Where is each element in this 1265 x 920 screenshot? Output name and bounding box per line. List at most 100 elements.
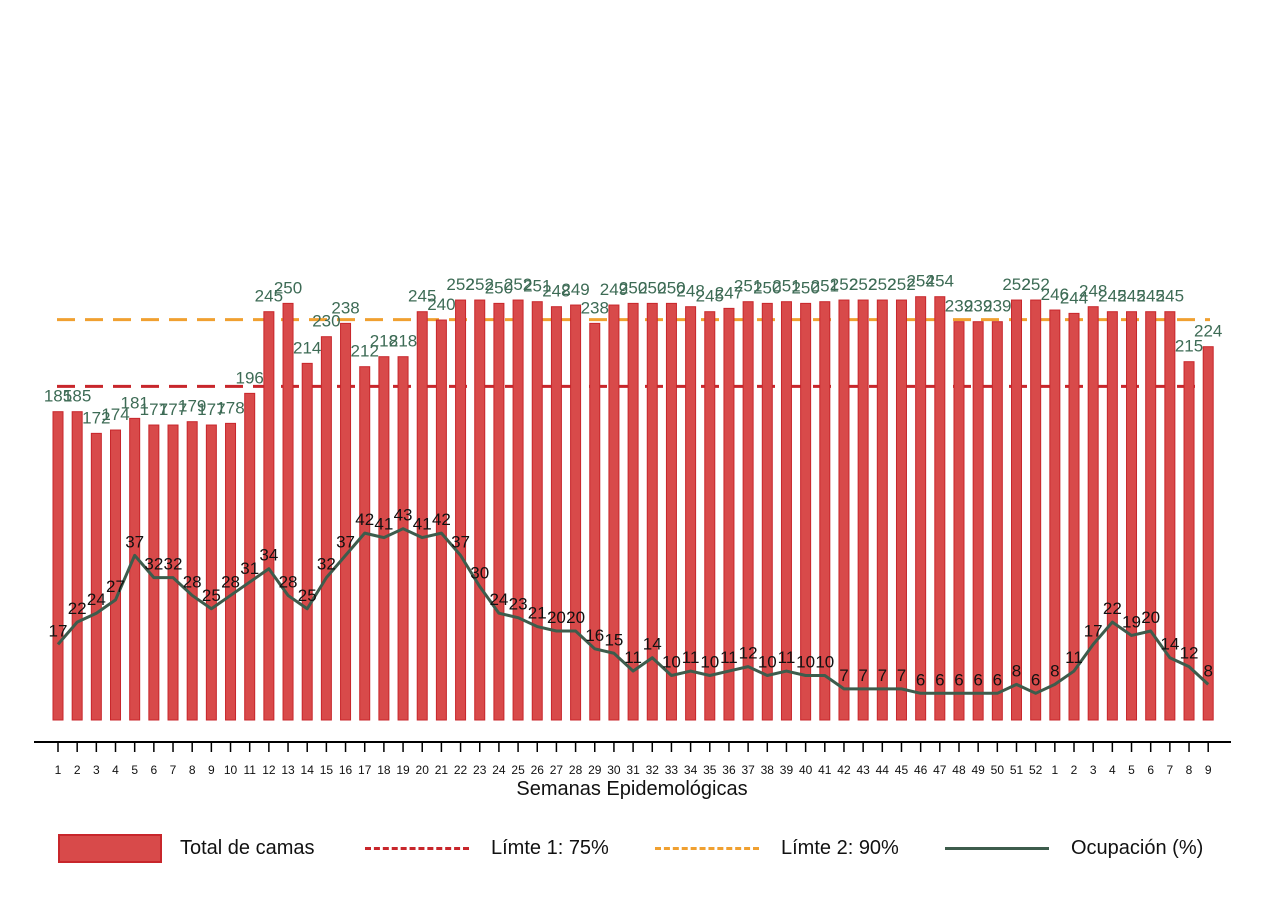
occupancy-label-11: 31 — [240, 559, 259, 578]
bar-43 — [857, 299, 869, 721]
bar-15 — [320, 336, 332, 721]
bar-label-29: 238 — [581, 298, 609, 317]
occupancy-label-57: 19 — [1122, 612, 1141, 631]
occupancy-label-55: 17 — [1084, 621, 1103, 640]
bar-label-44: 252 — [868, 275, 896, 294]
bar-7 — [167, 424, 179, 721]
bar-20 — [416, 311, 428, 721]
bar-label-50: 239 — [983, 297, 1011, 316]
x-tick-label-42: 42 — [837, 763, 851, 777]
occupancy-label-31: 11 — [624, 648, 642, 667]
x-tick-label-60: 8 — [1186, 763, 1193, 777]
legend-swatch-bar — [58, 833, 162, 863]
bar-13 — [282, 302, 294, 721]
bar-57 — [1126, 311, 1138, 721]
occupancy-label-56: 22 — [1103, 599, 1122, 618]
occupancy-label-44: 7 — [878, 666, 887, 685]
bar-label-28: 249 — [561, 280, 589, 299]
chart: 1 2 3 4 5 6 7 8 9 10 11 12 13 14 15 16 17 18 19 20 21 22 23 24 2… — [34, 272, 1231, 800]
bar-37 — [742, 301, 754, 721]
bar-22 — [455, 299, 467, 721]
x-tick-label-59: 7 — [1167, 763, 1174, 777]
occupancy-label-18: 41 — [374, 515, 393, 534]
occupancy-label-1: 17 — [49, 621, 68, 640]
occupancy-label-43: 7 — [858, 666, 867, 685]
x-tick-label-26: 26 — [531, 763, 545, 777]
bar-56 — [1106, 311, 1118, 721]
bar-4 — [110, 429, 122, 721]
bar-label-16: 238 — [331, 298, 359, 317]
x-tick-label-19: 19 — [396, 763, 410, 777]
bar-label-58: 245 — [1137, 287, 1165, 306]
bar-data-labels: 1851851721741811771771791771781962452502… — [44, 272, 1223, 428]
x-tick-label-40: 40 — [799, 763, 813, 777]
occupancy-label-34: 11 — [682, 648, 700, 667]
x-tick-label-20: 20 — [416, 763, 430, 777]
bar-label-54: 244 — [1060, 288, 1088, 307]
x-tick-label-8: 8 — [189, 763, 196, 777]
bar-label-61: 224 — [1194, 322, 1222, 341]
occupancy-label-42: 7 — [839, 666, 848, 685]
bar-label-10: 178 — [216, 398, 244, 417]
legend-swatch-line — [945, 846, 1049, 850]
occupancy-label-17: 42 — [355, 510, 374, 529]
occupancy-label-8: 28 — [183, 572, 202, 591]
bar-label-32: 250 — [638, 278, 666, 297]
bar-41 — [819, 301, 831, 721]
x-tick-label-12: 12 — [262, 763, 276, 777]
x-tick-label-35: 35 — [703, 763, 717, 777]
bar-38 — [761, 302, 773, 721]
x-tick-label-10: 10 — [224, 763, 238, 777]
bar-label-43: 252 — [849, 275, 877, 294]
occupancy-label-25: 23 — [509, 595, 528, 614]
bar-47 — [934, 296, 946, 721]
bar-30 — [608, 304, 620, 721]
occupancy-label-40: 10 — [796, 653, 815, 672]
bar-label-39: 251 — [772, 277, 800, 296]
bar-40 — [800, 302, 812, 721]
occupancy-label-52: 6 — [1031, 670, 1040, 689]
bar-12 — [263, 311, 275, 721]
x-tick-label-56: 4 — [1109, 763, 1116, 777]
legend-swatch-dashed-orange — [655, 846, 759, 850]
bar-31 — [627, 302, 639, 721]
bar-49 — [972, 321, 984, 721]
x-tick-label-46: 46 — [914, 763, 928, 777]
bar-27 — [550, 306, 562, 721]
occupancy-label-58: 20 — [1141, 608, 1160, 627]
bar-label-45: 252 — [887, 275, 915, 294]
bar-3 — [90, 432, 102, 721]
bar-label-37: 251 — [734, 277, 762, 296]
occupancy-label-6: 32 — [144, 555, 163, 574]
occupancy-label-5: 37 — [125, 532, 144, 551]
bar-50 — [991, 321, 1003, 721]
bar-16 — [340, 322, 352, 721]
occupancy-label-30: 15 — [604, 630, 623, 649]
occupancy-label-23: 30 — [470, 564, 489, 583]
occupancy-label-61: 8 — [1203, 661, 1212, 680]
x-tick-label-16: 16 — [339, 763, 353, 777]
bar-48 — [953, 321, 965, 721]
legend-label: Límte 1: 75% — [491, 836, 609, 859]
occupancy-label-59: 14 — [1160, 635, 1179, 654]
occupancy-label-14: 25 — [298, 586, 317, 605]
occupancy-series — [56, 527, 1210, 695]
x-tick-label-33: 33 — [665, 763, 679, 777]
x-tick-label-17: 17 — [358, 763, 372, 777]
legend-item-limite-2: Límte 2: 90% — [655, 826, 899, 870]
occupancy-label-39: 11 — [778, 648, 796, 667]
x-tick-label-38: 38 — [761, 763, 775, 777]
legend-item-ocupacion: Ocupación (%) — [945, 826, 1203, 870]
bar-label-20: 245 — [408, 287, 436, 306]
bar-label-9: 177 — [197, 400, 225, 419]
bar-label-23: 252 — [466, 275, 494, 294]
bar-60 — [1183, 361, 1195, 721]
bar-1 — [52, 411, 64, 721]
bar-36 — [723, 307, 735, 721]
legend-label: Total de camas — [180, 836, 315, 859]
x-tick-label-49: 49 — [971, 763, 985, 777]
bar-17 — [359, 366, 371, 721]
bar-label-48: 239 — [945, 297, 973, 316]
x-tick-label-1: 1 — [55, 763, 62, 777]
occupancy-label-37: 12 — [739, 644, 758, 663]
